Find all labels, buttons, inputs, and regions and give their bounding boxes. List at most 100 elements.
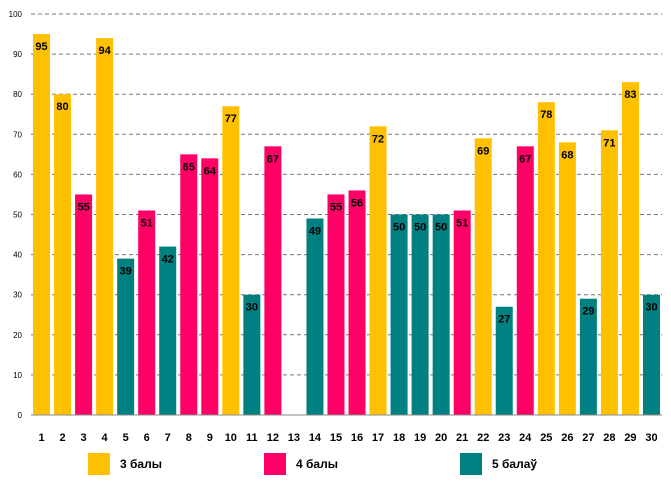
data-label-29: 83: [624, 89, 636, 101]
data-label-11: 30: [246, 302, 258, 314]
data-label-9: 64: [204, 165, 217, 177]
y-tick-label: 0: [18, 411, 23, 420]
bar-6: [138, 210, 156, 415]
data-label-15: 55: [330, 201, 342, 213]
x-tick-label-29: 29: [624, 432, 636, 444]
bar-30: [642, 294, 660, 415]
data-label-17: 72: [372, 133, 384, 145]
bar-12: [264, 146, 282, 415]
bar-23: [495, 306, 513, 415]
data-label-14: 49: [309, 226, 321, 238]
bar-19: [411, 214, 429, 415]
bar-15: [327, 194, 345, 415]
data-label-5: 39: [120, 266, 132, 278]
x-tick-label-4: 4: [102, 432, 109, 444]
x-tick-label-11: 11: [246, 432, 258, 444]
data-label-12: 67: [267, 153, 279, 165]
bar-11: [243, 294, 261, 415]
legend-label-5: 5 балаў: [492, 457, 538, 471]
y-axis-ticks: 0 10 20 30 40 50 60 70 80 90 100: [9, 10, 23, 420]
x-tick-label-8: 8: [186, 432, 192, 444]
y-tick-label: 30: [13, 291, 22, 300]
y-tick-label: 80: [13, 90, 22, 99]
bar-20: [432, 214, 450, 415]
y-tick-label: 10: [13, 371, 22, 380]
data-label-6: 51: [141, 217, 153, 229]
data-label-8: 65: [183, 161, 195, 173]
x-tick-label-19: 19: [414, 432, 426, 444]
x-tick-label-24: 24: [519, 432, 532, 444]
bar-17: [369, 126, 387, 415]
bar-14: [306, 218, 324, 415]
x-tick-label-18: 18: [393, 432, 405, 444]
y-tick-label: 70: [13, 130, 22, 139]
bar-5: [117, 258, 135, 415]
x-tick-label-25: 25: [540, 432, 552, 444]
x-tick-label-1: 1: [38, 432, 44, 444]
data-label-26: 68: [561, 149, 573, 161]
grid-lines: [31, 13, 662, 376]
x-tick-label-2: 2: [59, 432, 65, 444]
data-label-23: 27: [498, 314, 510, 326]
bar-25: [537, 102, 555, 415]
data-label-28: 71: [603, 137, 615, 149]
bar-26: [558, 142, 576, 415]
y-tick-label: 40: [13, 251, 22, 260]
data-label-24: 67: [519, 153, 531, 165]
legend-label-4: 4 балы: [296, 457, 338, 471]
data-label-18: 50: [393, 222, 405, 234]
bar-8: [180, 154, 198, 415]
x-tick-label-13: 13: [288, 432, 300, 444]
x-tick-label-20: 20: [435, 432, 447, 444]
x-tick-label-3: 3: [81, 432, 87, 444]
y-tick-label: 100: [9, 10, 23, 19]
x-tick-label-5: 5: [123, 432, 129, 444]
x-tick-label-6: 6: [144, 432, 150, 444]
x-tick-label-16: 16: [351, 432, 363, 444]
bar-9: [201, 158, 219, 416]
y-tick-label: 50: [13, 211, 22, 220]
data-label-10: 77: [225, 113, 237, 125]
data-label-19: 50: [414, 222, 426, 234]
legend-item-3: 3 балы: [88, 452, 162, 476]
legend-swatch-3: [88, 453, 110, 475]
legend-label-3: 3 балы: [120, 457, 162, 471]
x-tick-label-17: 17: [372, 432, 384, 444]
bar-29: [621, 82, 639, 416]
y-tick-label: 90: [13, 50, 22, 59]
legend-item-4: 4 балы: [264, 452, 338, 476]
bar-2: [54, 94, 72, 415]
x-tick-label-30: 30: [645, 432, 657, 444]
data-label-4: 94: [98, 45, 111, 57]
x-axis-ticks: 1 2 3 4 5 6 7 8 9 10 11 12 13 14 15 16 17 18 19 20 21 22 23 24 2…: [38, 432, 657, 444]
bar-1: [33, 34, 51, 416]
bar-4: [96, 38, 114, 416]
data-label-3: 55: [77, 201, 89, 213]
data-label-20: 50: [435, 222, 447, 234]
x-tick-label-27: 27: [582, 432, 594, 444]
x-tick-label-7: 7: [165, 432, 171, 444]
legend-item-5: 5 балаў: [460, 452, 537, 476]
x-tick-label-26: 26: [561, 432, 573, 444]
bar-3: [75, 194, 93, 415]
data-label-21: 51: [456, 217, 468, 229]
data-label-25: 78: [540, 109, 552, 121]
data-label-2: 80: [56, 101, 68, 113]
bar-28: [600, 130, 618, 416]
data-label-7: 42: [162, 254, 174, 266]
x-tick-label-10: 10: [225, 432, 237, 444]
x-tick-label-12: 12: [267, 432, 279, 444]
bar-27: [579, 298, 597, 415]
legend-swatch-5: [460, 453, 482, 475]
data-label-22: 69: [477, 145, 489, 157]
data-label-30: 30: [645, 302, 657, 314]
bar-18: [390, 214, 408, 415]
data-label-16: 56: [351, 197, 363, 209]
legend-swatch-4: [264, 453, 286, 475]
bar-21: [453, 210, 471, 415]
bar-24: [516, 146, 534, 415]
bar-22: [474, 138, 492, 415]
x-tick-label-21: 21: [456, 432, 468, 444]
data-label-27: 29: [582, 306, 594, 318]
